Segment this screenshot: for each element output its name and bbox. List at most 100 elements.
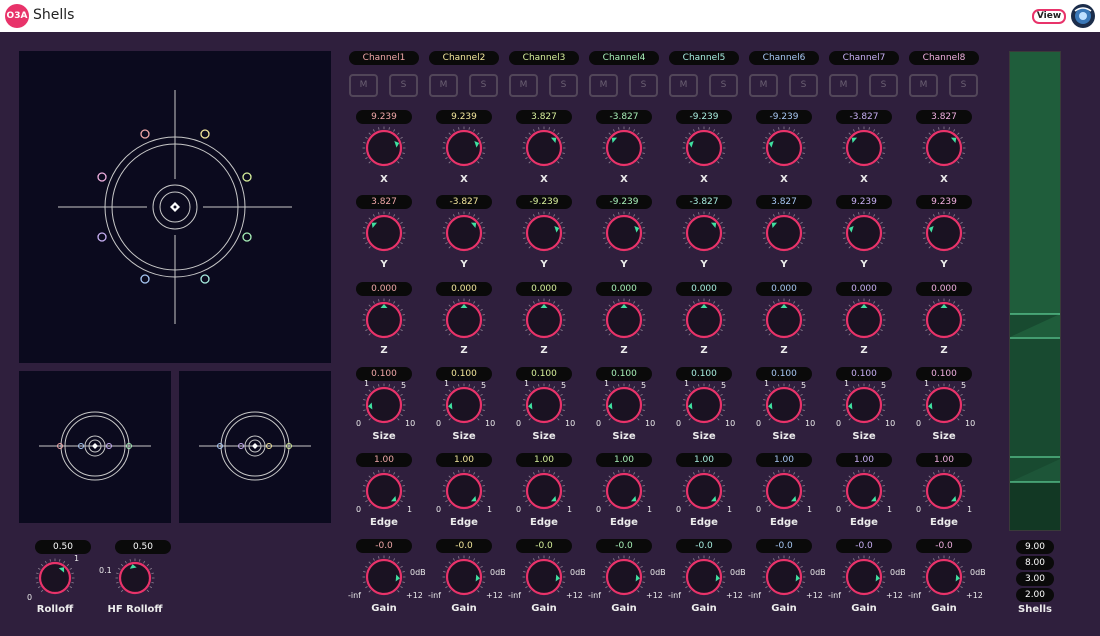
edge-knob-5[interactable] xyxy=(682,469,726,513)
mute-button-5[interactable]: M xyxy=(669,74,698,97)
z-knob-4[interactable] xyxy=(602,298,646,342)
size-value-2[interactable]: 0.100 xyxy=(436,367,492,381)
size-knob-8[interactable] xyxy=(922,383,966,427)
solo-button-3[interactable]: S xyxy=(549,74,578,97)
gain-value-5[interactable]: -0.0 xyxy=(676,539,732,553)
size-value-4[interactable]: 0.100 xyxy=(596,367,652,381)
mute-button-6[interactable]: M xyxy=(749,74,778,97)
y-value-5[interactable]: -3.827 xyxy=(676,195,732,209)
z-value-3[interactable]: 0.000 xyxy=(516,282,572,296)
edge-value-6[interactable]: 1.00 xyxy=(756,453,812,467)
edge-knob-6[interactable] xyxy=(762,469,806,513)
gain-knob-5[interactable] xyxy=(682,555,726,599)
edge-knob-4[interactable] xyxy=(602,469,646,513)
y-knob-8[interactable] xyxy=(922,211,966,255)
solo-button-4[interactable]: S xyxy=(629,74,658,97)
y-knob-4[interactable] xyxy=(602,211,646,255)
y-value-7[interactable]: 9.239 xyxy=(836,195,892,209)
edge-value-2[interactable]: 1.00 xyxy=(436,453,492,467)
mute-button-1[interactable]: M xyxy=(349,74,378,97)
y-value-4[interactable]: -9.239 xyxy=(596,195,652,209)
edge-value-1[interactable]: 1.00 xyxy=(356,453,412,467)
edge-knob-3[interactable] xyxy=(522,469,566,513)
size-knob-5[interactable] xyxy=(682,383,726,427)
edge-knob-2[interactable] xyxy=(442,469,486,513)
y-value-3[interactable]: -9.239 xyxy=(516,195,572,209)
shell-value-1[interactable]: 9.00 xyxy=(1016,540,1054,554)
edge-value-8[interactable]: 1.00 xyxy=(916,453,972,467)
z-value-1[interactable]: 0.000 xyxy=(356,282,412,296)
edge-value-5[interactable]: 1.00 xyxy=(676,453,732,467)
size-value-3[interactable]: 0.100 xyxy=(516,367,572,381)
gain-knob-1[interactable] xyxy=(362,555,406,599)
x-knob-8[interactable] xyxy=(922,126,966,170)
size-value-1[interactable]: 0.100 xyxy=(356,367,412,381)
solo-button-5[interactable]: S xyxy=(709,74,738,97)
edge-value-4[interactable]: 1.00 xyxy=(596,453,652,467)
y-value-2[interactable]: -3.827 xyxy=(436,195,492,209)
y-value-6[interactable]: 3.827 xyxy=(756,195,812,209)
gain-value-6[interactable]: -0.0 xyxy=(756,539,812,553)
gain-knob-2[interactable] xyxy=(442,555,486,599)
x-value-1[interactable]: 9.239 xyxy=(356,110,412,124)
mute-button-2[interactable]: M xyxy=(429,74,458,97)
shell-value-2[interactable]: 8.00 xyxy=(1016,556,1054,570)
view-button[interactable]: View xyxy=(1032,9,1066,24)
x-value-6[interactable]: -9.239 xyxy=(756,110,812,124)
x-knob-2[interactable] xyxy=(442,126,486,170)
z-knob-5[interactable] xyxy=(682,298,726,342)
z-knob-2[interactable] xyxy=(442,298,486,342)
y-value-1[interactable]: 3.827 xyxy=(356,195,412,209)
shell-value-4[interactable]: 2.00 xyxy=(1016,588,1054,602)
size-value-8[interactable]: 0.100 xyxy=(916,367,972,381)
gain-knob-7[interactable] xyxy=(842,555,886,599)
edge-knob-8[interactable] xyxy=(922,469,966,513)
gain-value-8[interactable]: -0.0 xyxy=(916,539,972,553)
solo-button-2[interactable]: S xyxy=(469,74,498,97)
solo-button-8[interactable]: S xyxy=(949,74,978,97)
size-knob-2[interactable] xyxy=(442,383,486,427)
size-value-6[interactable]: 0.100 xyxy=(756,367,812,381)
z-value-4[interactable]: 0.000 xyxy=(596,282,652,296)
z-value-6[interactable]: 0.000 xyxy=(756,282,812,296)
mute-button-8[interactable]: M xyxy=(909,74,938,97)
gain-knob-4[interactable] xyxy=(602,555,646,599)
z-knob-6[interactable] xyxy=(762,298,806,342)
edge-knob-7[interactable] xyxy=(842,469,886,513)
x-knob-7[interactable] xyxy=(842,126,886,170)
size-value-7[interactable]: 0.100 xyxy=(836,367,892,381)
gain-value-7[interactable]: -0.0 xyxy=(836,539,892,553)
y-value-8[interactable]: 9.239 xyxy=(916,195,972,209)
rolloff-knob[interactable] xyxy=(35,558,75,598)
shell-value-3[interactable]: 3.00 xyxy=(1016,572,1054,586)
z-value-2[interactable]: 0.000 xyxy=(436,282,492,296)
top-view-panel[interactable] xyxy=(19,51,331,363)
z-value-7[interactable]: 0.000 xyxy=(836,282,892,296)
front-view-panel[interactable] xyxy=(19,371,171,523)
z-knob-3[interactable] xyxy=(522,298,566,342)
size-knob-1[interactable] xyxy=(362,383,406,427)
edge-value-3[interactable]: 1.00 xyxy=(516,453,572,467)
y-knob-2[interactable] xyxy=(442,211,486,255)
gain-knob-6[interactable] xyxy=(762,555,806,599)
y-knob-3[interactable] xyxy=(522,211,566,255)
size-knob-3[interactable] xyxy=(522,383,566,427)
gain-knob-3[interactable] xyxy=(522,555,566,599)
x-value-3[interactable]: 3.827 xyxy=(516,110,572,124)
z-knob-7[interactable] xyxy=(842,298,886,342)
z-value-5[interactable]: 0.000 xyxy=(676,282,732,296)
x-value-4[interactable]: -3.827 xyxy=(596,110,652,124)
size-knob-7[interactable] xyxy=(842,383,886,427)
y-knob-7[interactable] xyxy=(842,211,886,255)
hf-rolloff-knob[interactable] xyxy=(115,558,155,598)
solo-button-6[interactable]: S xyxy=(789,74,818,97)
solo-button-1[interactable]: S xyxy=(389,74,418,97)
gain-value-1[interactable]: -0.0 xyxy=(356,539,412,553)
x-knob-5[interactable] xyxy=(682,126,726,170)
gain-knob-8[interactable] xyxy=(922,555,966,599)
size-value-5[interactable]: 0.100 xyxy=(676,367,732,381)
size-knob-4[interactable] xyxy=(602,383,646,427)
z-value-8[interactable]: 0.000 xyxy=(916,282,972,296)
z-knob-8[interactable] xyxy=(922,298,966,342)
mute-button-7[interactable]: M xyxy=(829,74,858,97)
